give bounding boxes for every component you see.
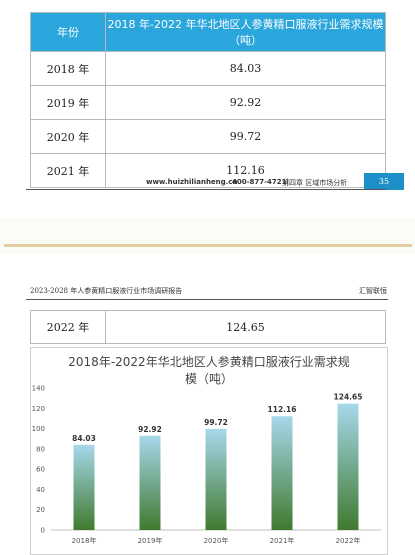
y-tick-label: 80 — [36, 445, 45, 453]
y-tick-label: 20 — [36, 506, 45, 514]
header-year: 年份 — [30, 12, 106, 52]
data-table-continued: 2022 年 124.65 — [30, 310, 386, 344]
header-value: 2018 年-2022 年华北地区人参黄精口服液行业需求规模（吨） — [105, 12, 386, 52]
page-gap-line — [4, 244, 412, 247]
footer-url[interactable]: www.huizhilianheng.cn — [146, 178, 238, 186]
x-tick-label: 2021年 — [270, 536, 295, 545]
report-title-header: 2023-2028 年人参黄精口服液行业市场调研报告 — [30, 287, 183, 295]
table-row: 2021 年 112.16 — [30, 153, 386, 188]
y-tick-label: 60 — [36, 466, 45, 474]
table-row: 2022 年 124.65 — [30, 310, 386, 344]
x-tick-label: 2022年 — [336, 536, 361, 545]
bar — [271, 416, 293, 530]
data-table: 年份 2018 年-2022 年华北地区人参黄精口服液行业需求规模（吨） 201… — [30, 12, 386, 188]
y-tick-label: 120 — [32, 405, 45, 413]
y-tick-label: 0 — [41, 527, 45, 535]
page-top: 年份 2018 年-2022 年华北地区人参黄精口服液行业需求规模（吨） 201… — [0, 0, 415, 218]
bar-chart: 2018年-2022年华北地区人参黄精口服液行业需求规 模（吨） 0 20 40 60… — [30, 347, 388, 555]
x-tick-label: 2018年 — [72, 536, 97, 545]
company-header: 汇智联恒 — [359, 287, 387, 295]
data-label: 84.03 — [72, 434, 96, 443]
data-label: 124.65 — [334, 393, 363, 402]
row-year: 2020 年 — [30, 119, 106, 154]
header-divider — [26, 299, 388, 300]
chart-plot: 0 20 40 60 80 100 120 140 84.03 2018年 92.92 2019年 99… — [32, 385, 381, 545]
table-row: 2020 年 99.72 — [30, 119, 386, 154]
bar — [139, 435, 161, 530]
row-value: 124.65 — [105, 310, 386, 344]
page-gap — [0, 218, 415, 254]
table-row: 2018 年 84.03 — [30, 51, 386, 86]
row-value: 99.72 — [105, 119, 386, 154]
y-tick-label: 140 — [32, 385, 45, 393]
row-value: 112.16 — [105, 153, 386, 188]
y-tick-label: 40 — [36, 486, 45, 494]
bar — [73, 444, 95, 530]
row-year: 2021 年 — [30, 153, 106, 188]
data-label: 112.16 — [268, 405, 297, 414]
x-tick-label: 2020年 — [204, 536, 229, 545]
data-label: 99.72 — [204, 418, 228, 427]
chart-title-line1: 2018年-2022年华北地区人参黄精口服液行业需求规 — [68, 355, 350, 369]
data-label: 92.92 — [138, 425, 162, 434]
x-tick-label: 2019年 — [138, 536, 163, 545]
table-row: 2019 年 92.92 — [30, 85, 386, 120]
row-year: 2019 年 — [30, 85, 106, 120]
y-tick-label: 100 — [32, 425, 45, 433]
footer-chapter: 第四章 区域市场分析 — [282, 179, 348, 187]
row-value: 92.92 — [105, 85, 386, 120]
table-header-row: 年份 2018 年-2022 年华北地区人参黄精口服液行业需求规模（吨） — [30, 12, 386, 52]
footer-divider — [26, 189, 386, 190]
bar — [337, 403, 359, 530]
footer-phone: 400-877-4721| — [232, 178, 290, 186]
chart-title-line2: 模（吨） — [184, 372, 233, 386]
chart-title: 2018年-2022年华北地区人参黄精口服液行业需求规 模（吨） — [31, 354, 387, 388]
page-number: 35 — [364, 173, 404, 190]
row-value: 84.03 — [105, 51, 386, 86]
bar — [205, 428, 227, 530]
page-bottom: 2023-2028 年人参黄精口服液行业市场调研报告 汇智联恒 2022 年 1… — [0, 254, 415, 555]
row-year: 2018 年 — [30, 51, 106, 86]
row-year: 2022 年 — [30, 310, 106, 344]
